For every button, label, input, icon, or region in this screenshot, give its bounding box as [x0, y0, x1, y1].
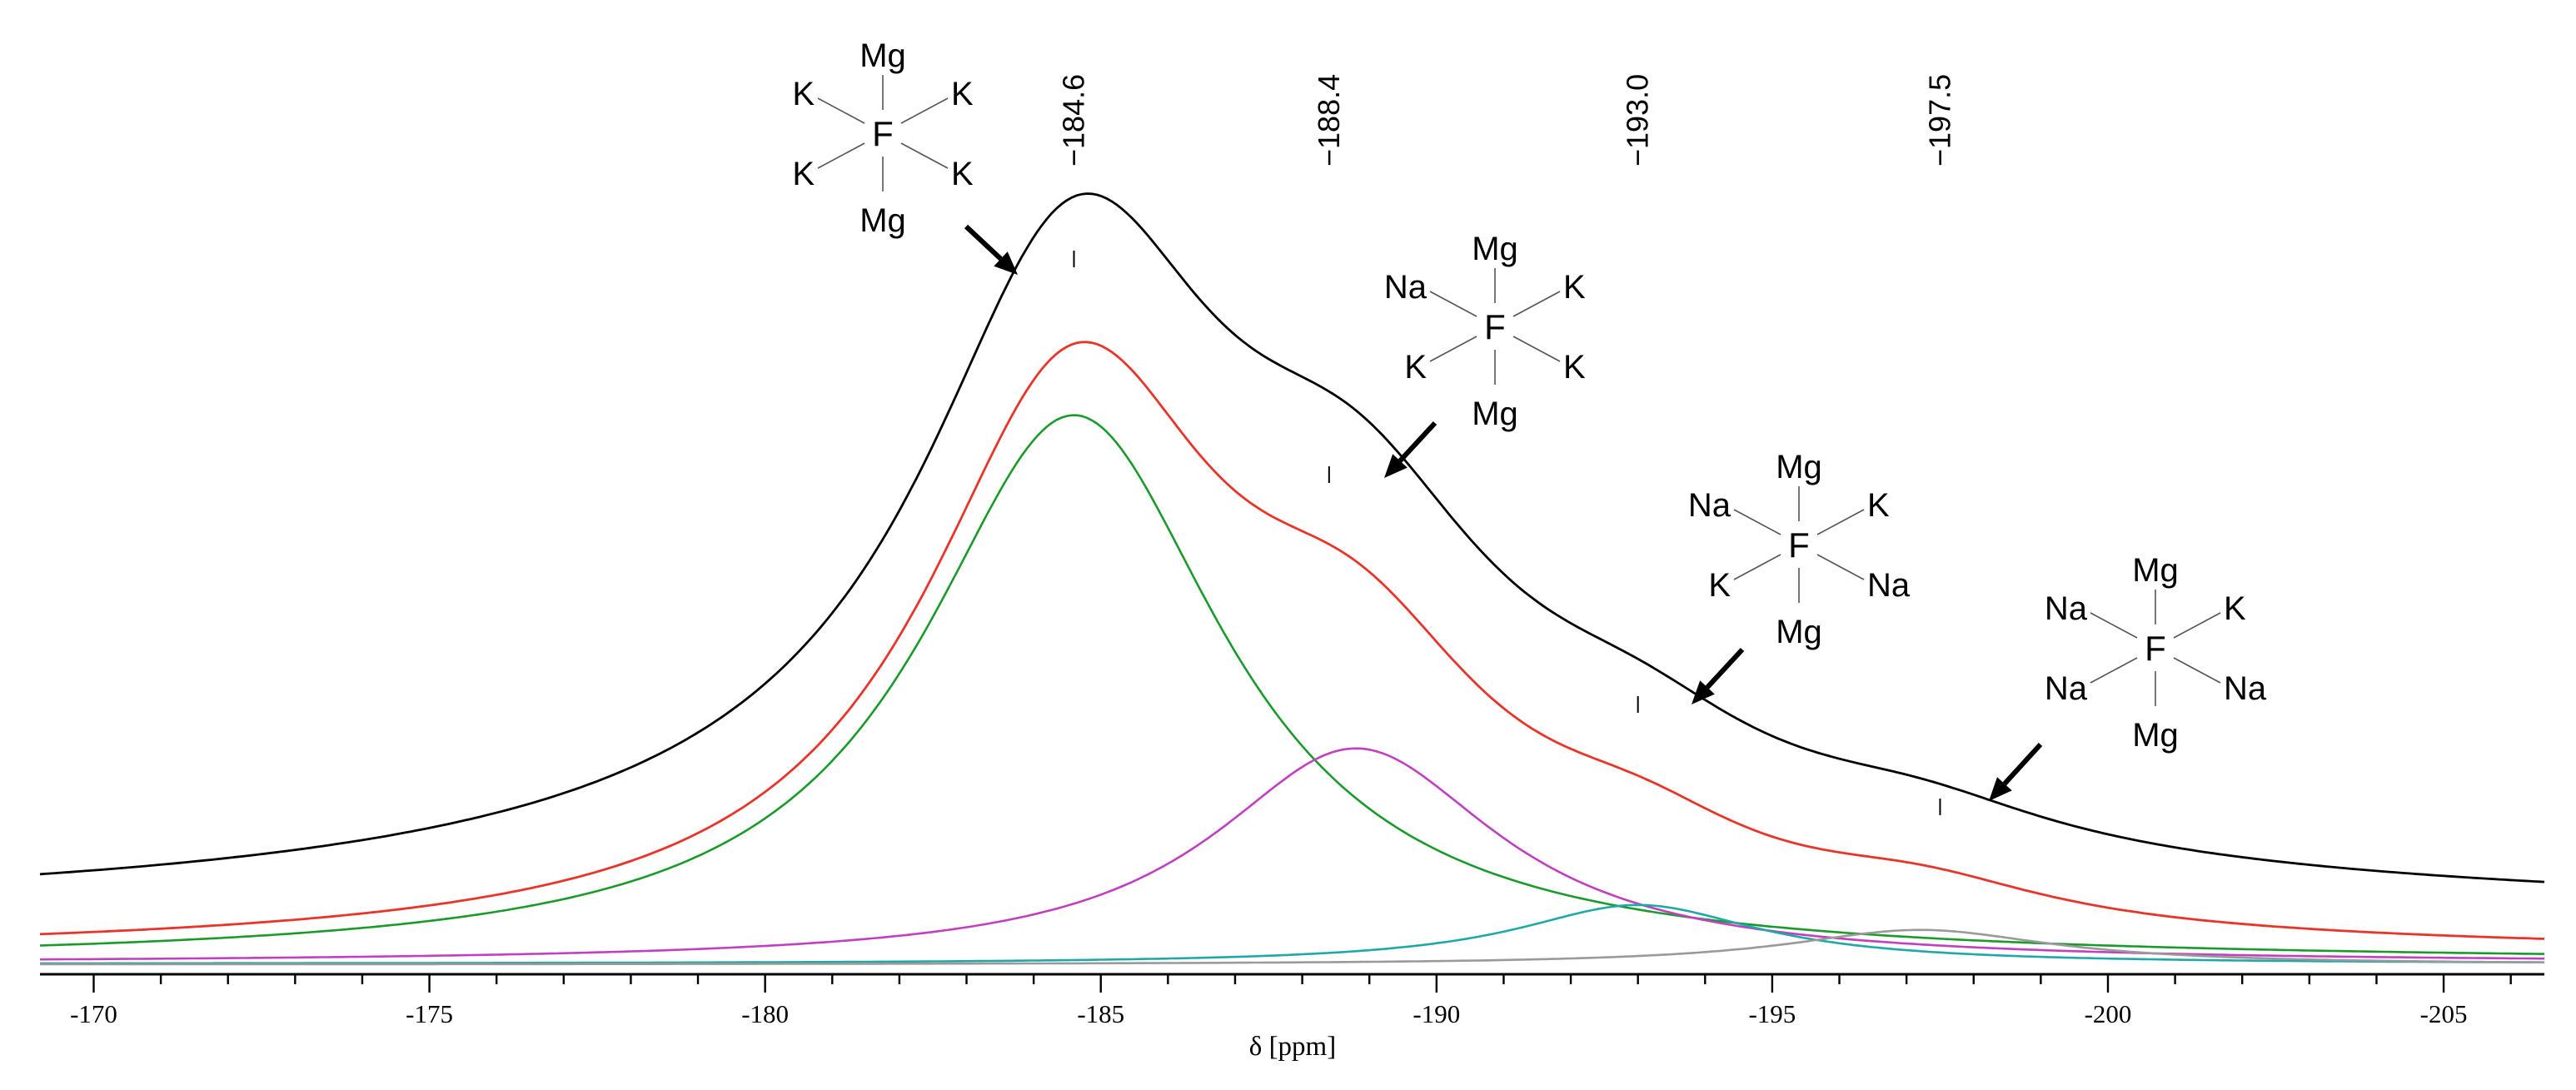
atom-label: K: [951, 156, 974, 192]
peak-marker: −197.5: [1922, 74, 1956, 815]
x-tick-label: -195: [1748, 999, 1796, 1028]
atom-label: K: [2224, 590, 2246, 627]
atom-label: F: [872, 114, 894, 153]
arrow-head: [1384, 454, 1408, 478]
atom-label: Mg: [1472, 396, 1518, 432]
bond-line: [817, 142, 865, 169]
component-curve-4: [40, 928, 2544, 966]
x-tick-label: -185: [1077, 999, 1124, 1028]
atom-label: Mg: [1776, 614, 1822, 650]
arrow: [1989, 742, 2043, 801]
arrow: [1692, 647, 1745, 704]
peak-marker: −193.0: [1621, 74, 1655, 713]
bond-line: [2090, 612, 2138, 639]
peak-label: −188.4: [1312, 74, 1346, 167]
arrow-shaft: [2002, 742, 2043, 786]
atom-label: Mg: [859, 37, 906, 74]
bond-line: [1816, 554, 1865, 580]
atom-label: Na: [1867, 567, 1911, 604]
arrow: [1384, 421, 1437, 478]
bond-line: [1733, 554, 1781, 580]
atom-label: Na: [1384, 269, 1428, 306]
x-ticks: -170 -175 -180 -185 -190 -195 -200 -205: [70, 974, 2512, 1028]
experimental-spectrum-line: [39, 192, 2545, 883]
atom-label: Na: [2045, 590, 2088, 627]
atom-label: Mg: [1776, 449, 1822, 485]
bond-line: [900, 142, 949, 169]
bond-line: [2173, 657, 2221, 684]
atom-label: Na: [2224, 670, 2267, 707]
peak-marker: −184.6: [1056, 74, 1090, 267]
arrow-shaft: [964, 224, 1003, 261]
atom-label: K: [1708, 567, 1731, 604]
x-tick-label: -200: [2085, 999, 2132, 1028]
bond-line: [2173, 612, 2221, 639]
atom-label: F: [1788, 525, 1810, 565]
atom-label: Na: [2045, 670, 2088, 707]
bond-line: [1733, 509, 1781, 535]
peak-marker: −188.4: [1312, 74, 1346, 483]
x-tick-label: -180: [741, 999, 789, 1028]
atom-label: Na: [1688, 487, 1731, 524]
bond-line: [1816, 509, 1865, 535]
atom-label: Mg: [1472, 231, 1518, 267]
structure-4: F Mg Mg Na K Na Na: [2045, 552, 2267, 754]
structure-1: F Mg Mg K K K K: [792, 37, 974, 239]
bond-line: [1429, 336, 1477, 362]
bond-line: [900, 97, 949, 124]
x-tick-label: -175: [406, 999, 453, 1028]
bond-line: [1512, 291, 1561, 317]
atom-label: K: [792, 76, 815, 112]
bond-line: [1429, 291, 1477, 317]
arrow-shaft: [1705, 647, 1745, 689]
x-tick-label: -205: [2420, 999, 2468, 1028]
atom-label: K: [1404, 349, 1427, 386]
x-tick-label: -190: [1413, 999, 1460, 1028]
atom-label: F: [2145, 629, 2166, 668]
annotation-arrows: [964, 224, 2043, 801]
structure-3: F Mg Mg Na K K Na: [1688, 449, 1911, 650]
arrow-head: [1989, 777, 2012, 801]
x-axis-label: δ [ppm]: [1249, 1032, 1336, 1062]
atom-label: F: [1484, 307, 1506, 346]
atom-label: K: [1867, 487, 1890, 524]
coordination-structures: F Mg Mg K K K K F Mg Mg Na K K K F Mg Mg Na K K Na F Mg Mg Na K Na…: [792, 37, 2267, 754]
peak-label: −184.6: [1056, 74, 1090, 167]
atom-label: Mg: [2132, 717, 2179, 754]
structure-2: F Mg Mg Na K K K: [1384, 231, 1586, 432]
atom-label: K: [792, 156, 815, 192]
atom-label: Mg: [2132, 552, 2179, 589]
x-tick-label: -170: [70, 999, 117, 1028]
atom-label: K: [951, 76, 974, 112]
fit-sum-line: [39, 341, 2545, 940]
arrow: [964, 224, 1018, 275]
peak-label: −197.5: [1922, 74, 1956, 167]
bond-line: [2090, 657, 2138, 684]
arrow-shaft: [1398, 421, 1437, 463]
peak-markers: −184.6 −188.4 −193.0 −197.5: [1056, 74, 1956, 815]
x-axis: -170 -175 -180 -185 -190 -195 -200 -205 δ [ppm]: [40, 973, 2544, 1062]
spectrum-lines: [39, 192, 2545, 966]
peak-label: −193.0: [1621, 74, 1655, 167]
component-curve-1: [39, 414, 2544, 955]
component-curve-3: [40, 903, 2544, 965]
atom-label: Mg: [859, 202, 906, 239]
arrow-head: [1692, 680, 1715, 704]
atom-label: K: [1563, 349, 1586, 386]
arrow-head: [994, 251, 1018, 275]
bond-line: [1512, 336, 1561, 362]
atom-label: K: [1563, 269, 1586, 306]
component-curve-2: [40, 747, 2544, 961]
bond-line: [817, 97, 865, 124]
